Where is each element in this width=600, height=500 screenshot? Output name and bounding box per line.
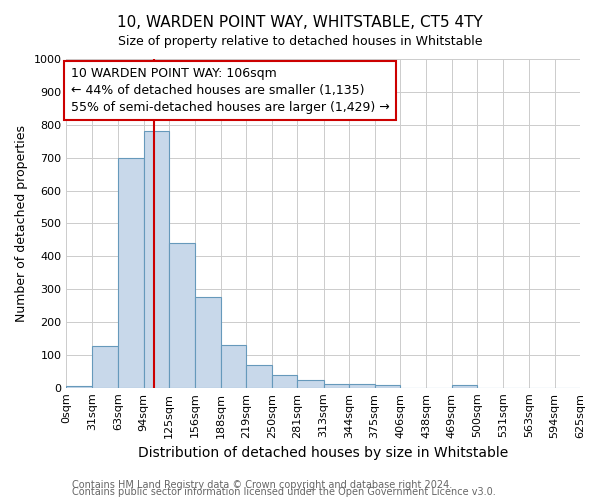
- Bar: [272, 376, 298, 388]
- Bar: [349, 384, 374, 388]
- Bar: [169, 243, 194, 388]
- Bar: [143, 132, 169, 388]
- Bar: [194, 298, 221, 388]
- Bar: [92, 346, 118, 388]
- Bar: [118, 158, 143, 388]
- Bar: [67, 386, 92, 388]
- Bar: [323, 384, 349, 388]
- Text: Size of property relative to detached houses in Whitstable: Size of property relative to detached ho…: [118, 35, 482, 48]
- Text: 10 WARDEN POINT WAY: 106sqm
← 44% of detached houses are smaller (1,135)
55% of : 10 WARDEN POINT WAY: 106sqm ← 44% of det…: [71, 67, 389, 114]
- Text: 10, WARDEN POINT WAY, WHITSTABLE, CT5 4TY: 10, WARDEN POINT WAY, WHITSTABLE, CT5 4T…: [117, 15, 483, 30]
- Bar: [298, 380, 323, 388]
- Bar: [247, 365, 272, 388]
- Text: Contains public sector information licensed under the Open Government Licence v3: Contains public sector information licen…: [72, 487, 496, 497]
- X-axis label: Distribution of detached houses by size in Whitstable: Distribution of detached houses by size …: [138, 446, 508, 460]
- Text: Contains HM Land Registry data © Crown copyright and database right 2024.: Contains HM Land Registry data © Crown c…: [72, 480, 452, 490]
- Bar: [374, 385, 400, 388]
- Y-axis label: Number of detached properties: Number of detached properties: [15, 125, 28, 322]
- Bar: [452, 385, 477, 388]
- Bar: [221, 345, 247, 388]
